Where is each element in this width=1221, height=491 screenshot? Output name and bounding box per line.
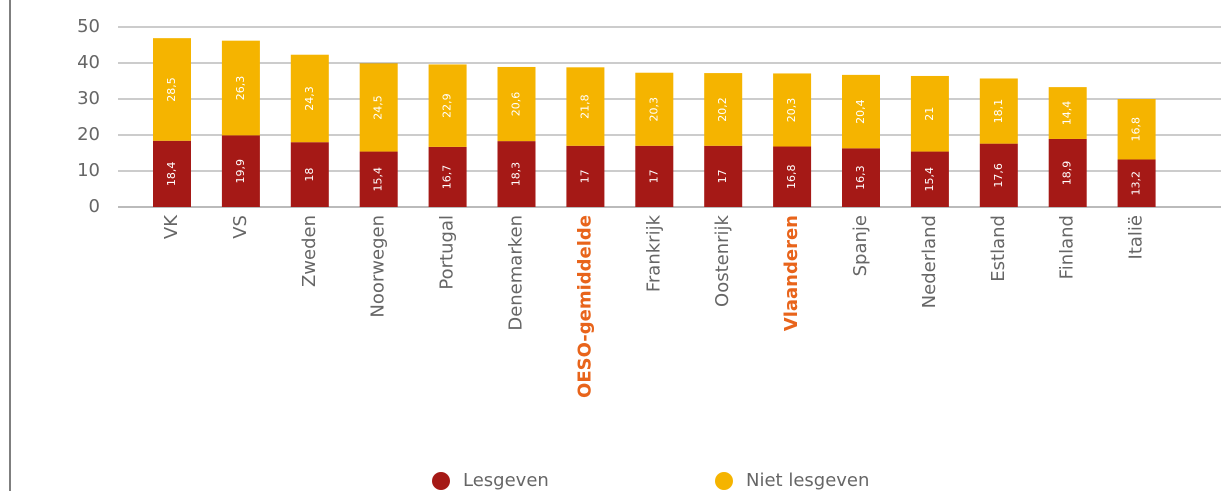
bar-segment [979,78,1018,144]
x-tick-label: Finland [1057,215,1078,279]
value-label: 17 [716,169,729,183]
bar-segment [979,143,1018,207]
x-tick-label: Nederland [919,215,940,308]
y-tick-label: 10 [77,160,100,181]
x-tick-label: OESO-gemiddelde [574,215,595,398]
value-label: 18,1 [992,99,1005,124]
y-tick-label: 0 [89,196,100,217]
value-label: 17 [578,169,591,183]
bar-segment [428,146,467,207]
x-tick-label: VS [230,215,251,239]
x-tick-label: Spanje [850,215,871,276]
x-tick-label: Vlaanderen [781,215,802,331]
bar-segment [153,38,191,141]
bar-segment [290,54,329,143]
bar-segment [704,73,743,146]
bar-segment [566,145,605,207]
value-label: 21,8 [578,94,591,119]
legend-label: Lesgeven [463,470,549,491]
y-tick-label: 30 [77,88,100,109]
y-tick-label: 40 [77,52,100,73]
bar-segment [635,145,674,207]
value-label: 21 [923,107,936,121]
y-tick-label: 50 [77,16,100,37]
bar-segment [1048,138,1087,207]
x-tick-label: VK [161,214,182,239]
bar-segment [428,64,467,147]
value-label: 18,9 [1061,161,1074,186]
bar-segment [566,67,605,146]
legend-marker [432,472,450,490]
value-label: 18 [303,168,316,182]
bar-segment [1117,159,1156,207]
value-label: 24,5 [372,95,385,120]
bar-segment [497,66,536,142]
bar-segment [910,151,949,207]
bar-segment [221,40,260,136]
value-label: 13,2 [1130,171,1143,196]
x-tick-label: Portugal [437,215,458,290]
bar-segment [773,146,812,207]
value-label: 19,9 [234,159,247,184]
bar-segment [153,140,191,207]
y-tick-label: 20 [77,124,100,145]
value-label: 17 [647,169,660,183]
bar-segment [910,75,949,152]
legend-label: Niet lesgeven [746,470,869,491]
x-tick-label: Italië [1126,215,1147,259]
bar-segment [497,141,536,207]
bar-segment [635,72,674,146]
x-tick-label: Frankrijk [643,214,664,292]
x-tick-label: Oostenrijk [712,214,733,307]
value-label: 16,7 [441,165,454,190]
bar-segment [290,142,329,207]
bar-segment [842,74,880,149]
x-tick-label: Denemarken [506,215,527,331]
bar-segment [221,135,260,207]
value-label: 20,2 [716,97,729,122]
value-label: 17,6 [992,163,1005,188]
bar-segment [359,151,398,207]
value-label: 20,3 [785,98,798,123]
bar-segment [704,145,743,207]
value-label: 16,8 [785,165,798,190]
value-label: 15,4 [923,167,936,192]
bar-segment [842,148,880,207]
value-label: 16,8 [1130,117,1143,142]
bar-segment [1048,87,1087,139]
value-label: 20,3 [647,97,660,122]
bar-segment [773,73,812,147]
value-label: 28,5 [165,77,178,102]
value-label: 16,3 [854,165,867,190]
value-label: 20,6 [510,92,523,117]
value-label: 24,3 [303,86,316,111]
value-label: 14,4 [1061,101,1074,126]
value-label: 22,9 [441,93,454,118]
value-label: 18,4 [165,162,178,187]
x-tick-label: Estland [988,215,1009,282]
x-tick-label: Noorwegen [368,215,389,318]
x-tick-label: Zweden [299,215,320,287]
bar-segment [359,63,398,152]
bar-segment [1117,99,1156,160]
value-label: 15,4 [372,167,385,192]
value-label: 18,3 [510,162,523,187]
legend-marker [715,472,733,490]
value-label: 20,4 [854,99,867,124]
value-label: 26,3 [234,76,247,101]
